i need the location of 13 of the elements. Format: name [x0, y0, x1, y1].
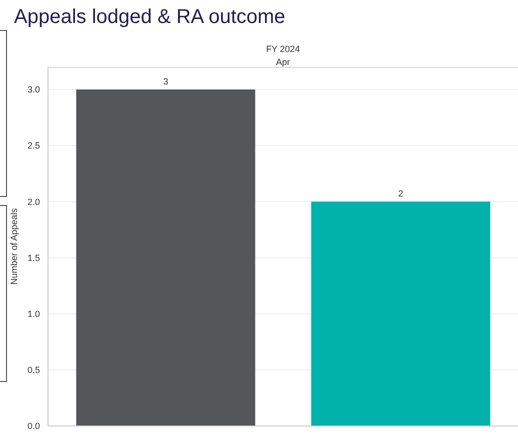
text: Apr — [274, 57, 291, 67]
y-tick-label: 0.0 — [27, 421, 40, 432]
y-tick-label: 3.0 — [27, 84, 40, 95]
y-tick-label: 2.5 — [27, 140, 40, 151]
data-label: 3 — [163, 76, 168, 86]
text: FY 2024 — [265, 44, 301, 54]
y-axis-title: Number of Appeals — [9, 208, 20, 285]
y-tick-label: 0.5 — [27, 365, 40, 376]
y-tick-label: 1.0 — [27, 309, 40, 320]
y-tick-label: 1.5 — [27, 252, 40, 263]
data-label: 2 — [398, 188, 404, 199]
chart-title: Appeals lodged & RA outcome — [14, 6, 286, 29]
y-tick-label: 2.0 — [27, 196, 40, 207]
